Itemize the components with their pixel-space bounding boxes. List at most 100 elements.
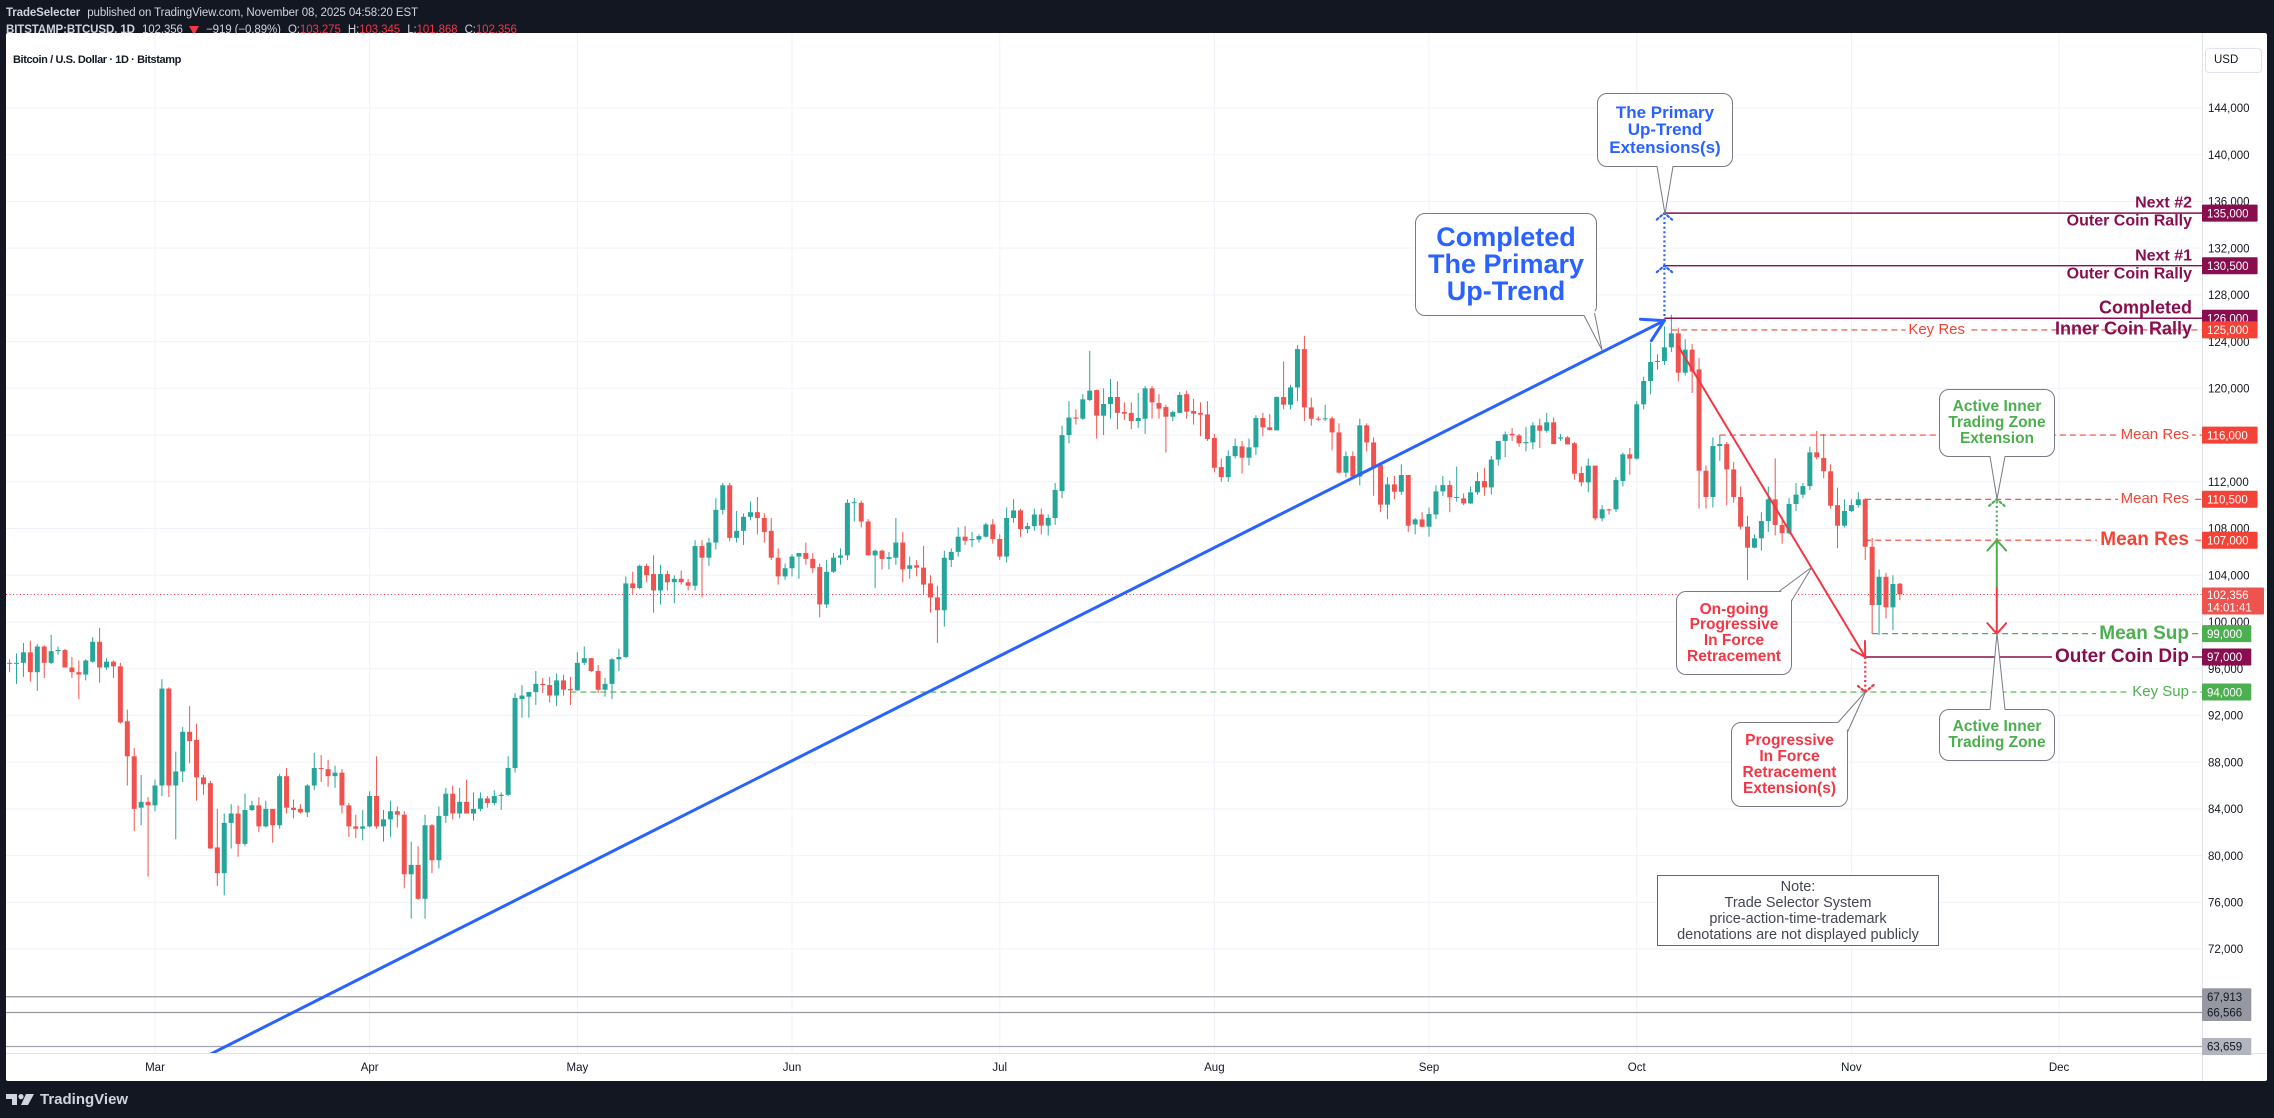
- candle: [145, 797, 151, 877]
- candle: [1745, 515, 1751, 580]
- author-name[interactable]: TradeSelecter: [6, 7, 81, 19]
- candle: [1800, 482, 1806, 499]
- price-label-text: 97,000: [2207, 652, 2242, 664]
- callout-retracement-extensions[interactable]: Progressive In Force Retracement Extensi…: [1731, 722, 1848, 807]
- candle: [1468, 486, 1474, 504]
- candle: [727, 482, 733, 542]
- candle: [990, 519, 996, 544]
- candle: [1301, 335, 1307, 422]
- time-axis-tick: May: [566, 1062, 588, 1074]
- candle: [1128, 402, 1134, 430]
- price-axis-tick: 84,000: [2208, 804, 2243, 816]
- candle: [159, 679, 165, 797]
- candle: [1731, 461, 1737, 503]
- candle: [1599, 505, 1605, 522]
- candle: [1225, 450, 1231, 482]
- candle: [194, 723, 200, 801]
- candle: [1232, 438, 1238, 459]
- candle: [1350, 451, 1356, 478]
- candle: [1315, 416, 1321, 422]
- candle: [97, 627, 103, 683]
- ohlc-close-label: C:: [464, 24, 476, 36]
- candle: [533, 671, 539, 705]
- candle: [1807, 446, 1813, 490]
- trend-line-in-force-retracement[interactable]: [1677, 345, 1867, 659]
- candle: [1419, 512, 1425, 528]
- candle: [304, 784, 310, 818]
- callout-completed-primary-up-trend[interactable]: Completed The Primary Up-Trend: [1415, 213, 1597, 316]
- candle: [422, 814, 428, 919]
- candle: [1516, 433, 1522, 447]
- candle: [1655, 354, 1661, 370]
- candle: [1322, 404, 1328, 422]
- candle: [34, 644, 40, 691]
- candle: [1883, 572, 1889, 619]
- candle: [1481, 467, 1487, 496]
- candle: [1869, 537, 1875, 634]
- candle: [505, 756, 511, 797]
- candle: [1087, 350, 1093, 402]
- callout-active-inner-trading-zone[interactable]: Active Inner Trading Zone: [1939, 709, 2055, 761]
- candle: [1308, 397, 1314, 426]
- trend-lines[interactable]: [209, 212, 2008, 1055]
- candle: [1170, 410, 1176, 422]
- candle: [1841, 499, 1847, 528]
- callout-ongoing-retracement[interactable]: On-going Progressive In Force Retracemen…: [1676, 591, 1792, 675]
- candle: [1274, 396, 1280, 431]
- candle: [1294, 345, 1300, 402]
- candle: [235, 805, 241, 857]
- price-label-text: 94,000: [2207, 687, 2242, 699]
- candle: [415, 846, 421, 900]
- callout-active-inner-zone-extension[interactable]: Active Inner Trading Zone Extension: [1939, 389, 2055, 457]
- candle: [1288, 384, 1294, 410]
- price-axis-labels: 135,000130,500126,000125,000116,000110,5…: [2202, 204, 2264, 1055]
- candle: [394, 806, 400, 828]
- candle: [277, 773, 283, 829]
- candle: [997, 534, 1003, 561]
- currency-button[interactable]: USD: [2205, 48, 2262, 73]
- tradingview-logo[interactable]: TradingView: [6, 1091, 128, 1108]
- candle: [187, 706, 193, 764]
- price-axis-tick: 132,000: [2208, 243, 2250, 255]
- candle: [1779, 516, 1785, 544]
- price-axis-tick: 80,000: [2208, 851, 2243, 863]
- candle: [117, 662, 123, 724]
- price-axis-tick: 92,000: [2208, 711, 2243, 723]
- candle: [609, 658, 615, 700]
- candle: [1253, 415, 1259, 455]
- publish-info: TradeSelecter published on TradingView.c…: [6, 6, 418, 22]
- candle: [1336, 423, 1342, 474]
- candle: [616, 648, 622, 672]
- down-triangle-icon: [188, 26, 199, 35]
- candle: [367, 791, 373, 828]
- candle: [858, 500, 864, 528]
- candle: [1045, 514, 1051, 536]
- candle: [7, 659, 13, 673]
- candle: [221, 813, 227, 896]
- price-label-box: [2202, 426, 2258, 444]
- candle: [290, 799, 296, 819]
- price-label-box: [2202, 490, 2258, 508]
- price-label-text: 67,913: [2207, 992, 2242, 1004]
- candle: [831, 553, 837, 573]
- candle: [1246, 438, 1252, 466]
- candle: [554, 673, 560, 707]
- trend-line-primary-up-trend[interactable]: [209, 319, 1666, 1055]
- candle: [1024, 522, 1030, 534]
- candle: [1260, 412, 1266, 437]
- note-box[interactable]: Note: Trade Selector System price-action…: [1657, 875, 1939, 946]
- callout-primary-up-trend-extensions[interactable]: The Primary Up-Trend Extensions(s): [1597, 93, 1733, 167]
- candle: [1440, 475, 1446, 496]
- candle: [297, 804, 303, 814]
- candle: [318, 755, 324, 782]
- candle: [754, 496, 760, 535]
- candle: [1717, 435, 1723, 461]
- candle: [124, 709, 130, 786]
- candle: [734, 510, 740, 543]
- candle: [1447, 480, 1453, 513]
- candle: [927, 575, 933, 613]
- price-axis-tick: 104,000: [2208, 570, 2250, 582]
- candle: [152, 779, 158, 812]
- candle: [1142, 386, 1148, 434]
